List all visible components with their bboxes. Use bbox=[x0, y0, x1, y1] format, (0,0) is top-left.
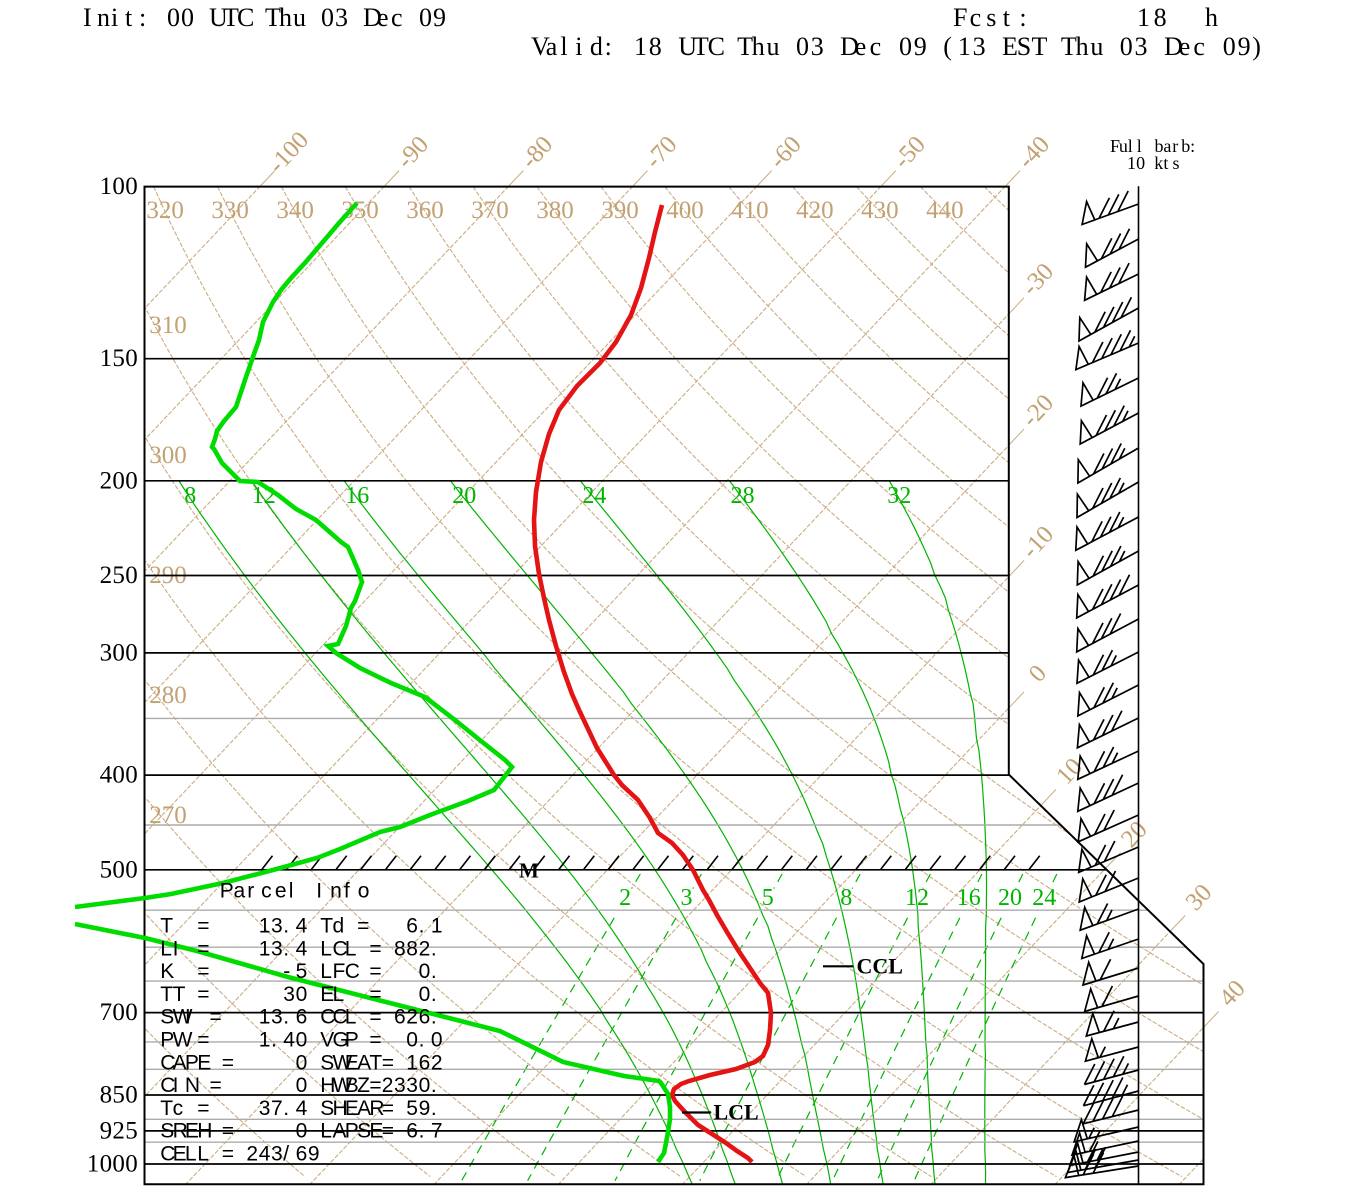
svg-text:500: 500 bbox=[100, 856, 138, 883]
svg-text:850: 850 bbox=[100, 1082, 138, 1109]
svg-text:1000: 1000 bbox=[87, 1151, 138, 1178]
svg-text:M: M bbox=[519, 859, 539, 883]
svg-text:TT = 30 EL = 0.: TT = 30 EL = 0. bbox=[160, 983, 436, 1006]
svg-text:SWI = 13.6 CCL = 626.: SWI = 13.6 CCL = 626. bbox=[160, 1006, 436, 1029]
svg-text:400: 400 bbox=[666, 197, 704, 224]
svg-text:370: 370 bbox=[471, 197, 509, 224]
svg-text:400: 400 bbox=[100, 762, 138, 789]
svg-text:440: 440 bbox=[926, 197, 964, 224]
svg-text:350: 350 bbox=[341, 197, 379, 224]
svg-text:250: 250 bbox=[100, 562, 138, 589]
svg-text:16: 16 bbox=[957, 885, 981, 911]
svg-text:8: 8 bbox=[840, 885, 852, 911]
svg-text:300: 300 bbox=[100, 639, 138, 666]
svg-text:925: 925 bbox=[100, 1117, 138, 1144]
svg-text:700: 700 bbox=[100, 999, 138, 1026]
svg-text:SREH = 0 LAPSE= 6.7: SREH = 0 LAPSE= 6.7 bbox=[160, 1120, 442, 1143]
svg-text:150: 150 bbox=[100, 345, 138, 372]
svg-text:320: 320 bbox=[146, 197, 184, 224]
svg-text:CAPE = 0 SWEAT= 162: CAPE = 0 SWEAT= 162 bbox=[160, 1051, 442, 1074]
svg-text:CIN = 0 HWBZ=2330.: CIN = 0 HWBZ=2330. bbox=[160, 1074, 436, 1097]
svg-text:16: 16 bbox=[345, 483, 369, 509]
svg-text:390: 390 bbox=[601, 197, 639, 224]
svg-text:430: 430 bbox=[861, 197, 899, 224]
svg-text:2: 2 bbox=[619, 885, 631, 911]
svg-text:CELL = 243/69: CELL = 243/69 bbox=[160, 1143, 319, 1166]
svg-text:340: 340 bbox=[276, 197, 314, 224]
svg-text:300: 300 bbox=[149, 442, 187, 469]
svg-text:100: 100 bbox=[100, 173, 138, 200]
svg-text:Tc = 37.4 SHEAR= 59.: Tc = 37.4 SHEAR= 59. bbox=[160, 1097, 436, 1120]
svg-text:20: 20 bbox=[452, 483, 476, 509]
svg-text:280: 280 bbox=[149, 682, 187, 709]
svg-text:28: 28 bbox=[731, 483, 755, 509]
svg-text:8: 8 bbox=[184, 483, 196, 509]
svg-text:24: 24 bbox=[582, 483, 606, 509]
svg-text:360: 360 bbox=[406, 197, 444, 224]
svg-text:420: 420 bbox=[796, 197, 834, 224]
svg-text:330: 330 bbox=[211, 197, 249, 224]
svg-text:LI = 13.4 LCL = 882.: LI = 13.4 LCL = 882. bbox=[160, 937, 436, 960]
svg-text:K = -5 LFC = 0.: K = -5 LFC = 0. bbox=[160, 960, 436, 983]
svg-text:12: 12 bbox=[905, 885, 929, 911]
svg-text:Init: 00 UTC Thu 03 Dec 09: Init: 00 UTC Thu 03 Dec 09 bbox=[83, 3, 446, 32]
svg-text:20: 20 bbox=[998, 885, 1022, 911]
svg-text:5: 5 bbox=[762, 885, 774, 911]
svg-text:LCL: LCL bbox=[714, 1100, 759, 1125]
svg-text:32: 32 bbox=[887, 483, 911, 509]
svg-text:380: 380 bbox=[536, 197, 574, 224]
svg-text:310: 310 bbox=[149, 312, 187, 339]
svg-text:CCL: CCL bbox=[857, 954, 903, 979]
svg-text:3: 3 bbox=[681, 885, 693, 911]
svg-text:24: 24 bbox=[1032, 885, 1056, 911]
svg-text:410: 410 bbox=[731, 197, 769, 224]
svg-text:200: 200 bbox=[100, 467, 138, 494]
svg-text:h: h bbox=[1205, 3, 1218, 32]
